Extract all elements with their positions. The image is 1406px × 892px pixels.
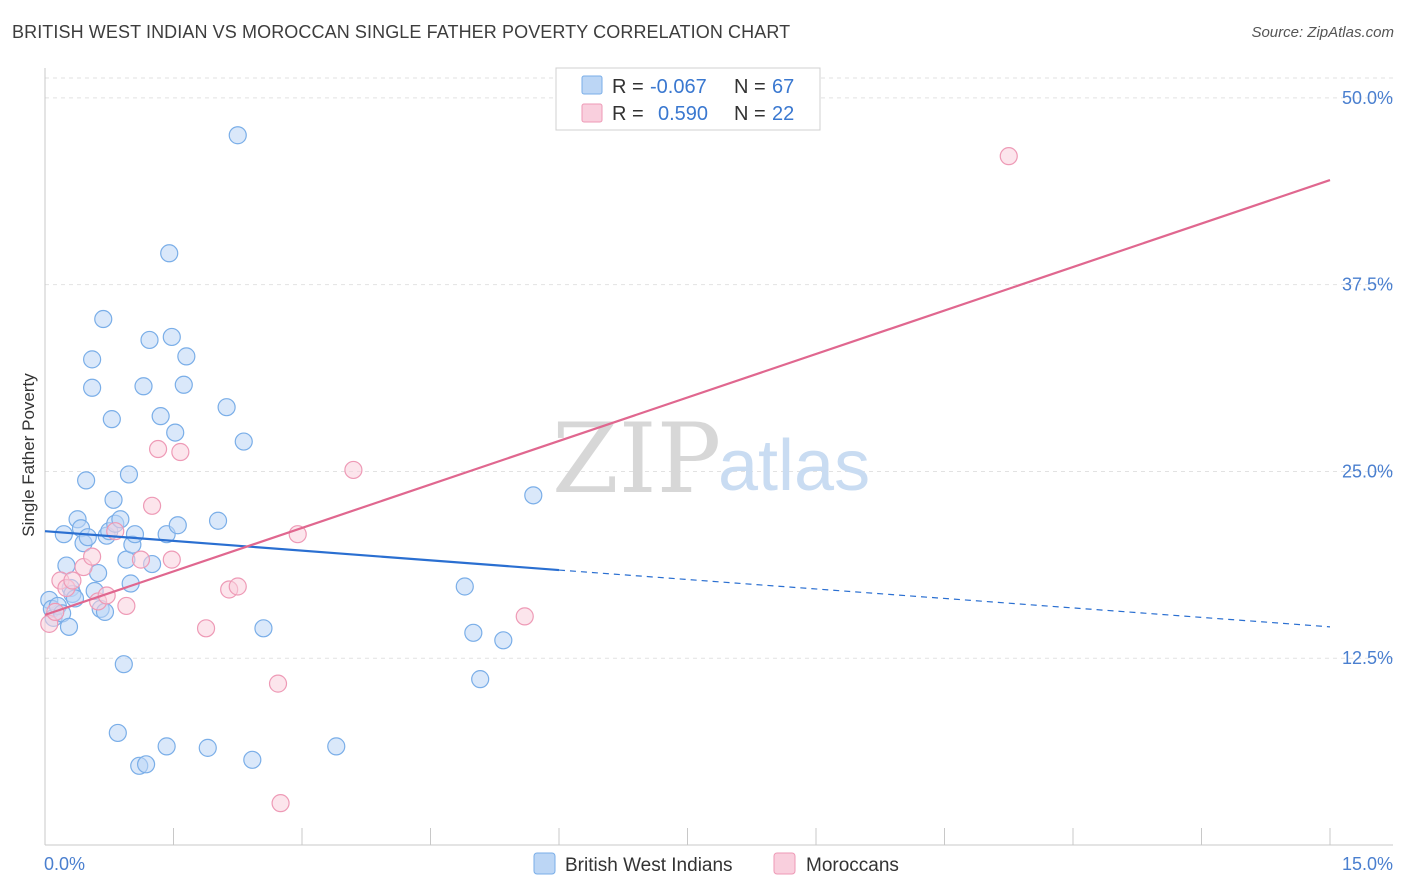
- bottom-legend-label-pink: Moroccans: [806, 855, 899, 876]
- data-point-british-west-indian: [119, 465, 139, 484]
- data-point-moroccan: [117, 596, 136, 616]
- series-british-west-indians: [40, 126, 543, 775]
- source-label: Source: ZipAtlas.com: [1251, 24, 1394, 41]
- legend-n-value-pink: 22: [772, 103, 794, 125]
- data-point-british-west-indian: [217, 398, 236, 417]
- data-point-british-west-indian: [162, 327, 181, 347]
- data-point-british-west-indian: [228, 126, 247, 145]
- series-moroccans: [40, 147, 1018, 813]
- data-point-british-west-indian: [83, 350, 102, 369]
- data-point-moroccan: [228, 577, 247, 596]
- x-tick-label-max: 15.0%: [1342, 854, 1393, 874]
- data-point-british-west-indian: [177, 347, 196, 366]
- data-point-moroccan: [148, 439, 168, 459]
- data-point-moroccan: [515, 607, 534, 626]
- y-tick-label: 50.0%: [1342, 88, 1393, 108]
- data-point-british-west-indian: [151, 407, 170, 426]
- trend-lines: [44, 179, 1331, 628]
- legend-n-label-pink: N =: [734, 103, 766, 125]
- data-point-british-west-indian: [168, 516, 187, 535]
- x-tick-label-min: 0.0%: [44, 854, 85, 874]
- data-point-british-west-indian: [125, 525, 145, 544]
- data-point-british-west-indian: [198, 738, 217, 757]
- legend-n-value-blue: 67: [772, 76, 794, 98]
- data-point-moroccan: [142, 496, 162, 515]
- data-point-moroccan: [171, 442, 190, 462]
- legend-r-label-blue: R =: [612, 76, 644, 98]
- data-point-british-west-indian: [174, 375, 193, 394]
- data-point-british-west-indian: [83, 378, 102, 397]
- data-point-british-west-indian: [104, 490, 123, 509]
- data-point-british-west-indian: [140, 330, 159, 350]
- data-point-british-west-indian: [54, 525, 73, 544]
- bottom-legend: British West Indians Moroccans: [533, 852, 899, 876]
- legend-swatch-blue: [581, 75, 603, 95]
- y-tick-label: 25.0%: [1342, 461, 1393, 481]
- watermark-atlas: atlas: [718, 426, 870, 506]
- data-point-british-west-indian: [234, 432, 253, 451]
- data-point-moroccan: [999, 147, 1018, 166]
- data-point-moroccan: [162, 550, 181, 569]
- watermark-zip: ZIP: [552, 403, 721, 515]
- bottom-legend-label-blue: British West Indians: [565, 855, 733, 876]
- legend-r-value-pink: 0.590: [658, 103, 708, 125]
- data-point-moroccan: [97, 586, 116, 605]
- data-point-british-west-indian: [524, 486, 543, 505]
- x-tick-marks: [44, 828, 1331, 845]
- bottom-legend-swatch-blue: [533, 852, 556, 875]
- y-tick-label: 37.5%: [1342, 275, 1393, 295]
- data-point-british-west-indian: [455, 577, 474, 596]
- trendline-british-west-indians-extension: [558, 569, 1331, 628]
- data-point-british-west-indian: [59, 617, 79, 636]
- data-point-moroccan: [271, 794, 290, 813]
- legend-r-label-pink: R =: [612, 103, 644, 125]
- bottom-legend-swatch-pink: [773, 852, 796, 875]
- y-tick-labels: 12.5% 25.0% 37.5% 50.0%: [1342, 88, 1393, 668]
- data-point-british-west-indian: [94, 309, 113, 329]
- data-point-british-west-indian: [166, 423, 185, 442]
- data-point-british-west-indian: [114, 655, 133, 674]
- data-point-british-west-indian: [157, 737, 176, 756]
- data-point-british-west-indian: [160, 244, 179, 263]
- data-point-moroccan: [131, 550, 151, 569]
- data-point-british-west-indian: [494, 631, 513, 650]
- data-point-moroccan: [344, 460, 363, 480]
- data-point-british-west-indian: [78, 528, 97, 547]
- data-point-british-west-indian: [108, 723, 127, 743]
- legend-r-value-blue: -0.067: [650, 76, 707, 98]
- legend-n-label-blue: N =: [734, 76, 766, 98]
- data-point-moroccan: [63, 571, 82, 590]
- data-point-british-west-indian: [102, 410, 121, 429]
- chart-title: BRITISH WEST INDIAN VS MOROCCAN SINGLE F…: [12, 22, 791, 42]
- y-tick-label: 12.5%: [1342, 648, 1393, 668]
- legend-swatch-pink: [581, 103, 603, 123]
- data-point-british-west-indian: [136, 755, 156, 774]
- gridlines: [45, 77, 1393, 659]
- data-point-moroccan: [196, 619, 216, 638]
- data-point-british-west-indian: [134, 377, 153, 396]
- trendline-british-west-indians: [44, 530, 560, 572]
- data-point-british-west-indian: [77, 471, 96, 490]
- data-point-british-west-indian: [254, 619, 273, 638]
- data-point-british-west-indian: [208, 511, 228, 530]
- data-point-british-west-indian: [464, 623, 483, 642]
- data-point-british-west-indian: [243, 750, 262, 769]
- data-point-british-west-indian: [471, 670, 490, 689]
- legend: R = -0.067 N = 67 R = 0.590 N = 22: [555, 67, 821, 131]
- data-point-moroccan: [83, 547, 102, 566]
- data-point-moroccan: [268, 674, 288, 693]
- data-point-british-west-indian: [327, 737, 346, 756]
- y-axis-label: Single Father Poverty: [19, 373, 38, 537]
- trendline-moroccans: [44, 179, 1331, 616]
